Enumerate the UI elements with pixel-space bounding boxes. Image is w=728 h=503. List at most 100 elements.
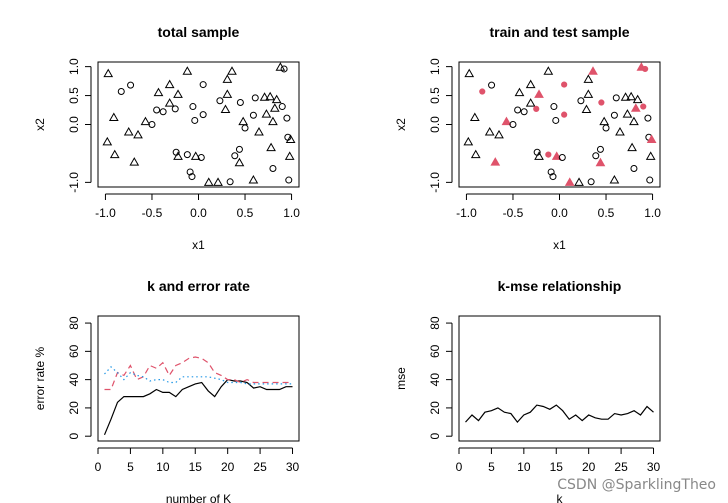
data-point-circle [226, 178, 234, 186]
data-point-triangle [525, 79, 536, 89]
x-tick-label: 15 [189, 460, 203, 474]
chart-title: k-mse relationship [498, 278, 622, 294]
data-point-triangle [543, 66, 554, 75]
data-point-triangle [222, 89, 233, 98]
data-point-triangle [259, 92, 270, 101]
plot-frame [458, 315, 661, 442]
data-point-circle [148, 121, 156, 128]
data-point-circle [514, 106, 522, 114]
data-point-triangle [599, 116, 610, 126]
test-point-triangle [630, 103, 641, 112]
data-point-triangle [583, 89, 594, 98]
data-point-triangle [108, 112, 119, 122]
data-point-circle [241, 124, 249, 132]
data-point-circle [549, 173, 557, 181]
data-point-triangle [182, 66, 193, 75]
test-point-circle [533, 105, 540, 112]
data-point-circle [188, 173, 196, 181]
y-tick-label: -1.0 [67, 172, 81, 193]
data-point-circle [550, 103, 558, 111]
y-tick-label: 0.0 [428, 116, 442, 133]
test-point-triangle [646, 134, 657, 144]
chart-title: k and error rate [147, 278, 250, 294]
data-point-circle [171, 105, 179, 113]
data-point-circle [278, 103, 286, 111]
data-point-triangle [140, 116, 151, 126]
data-point-triangle [626, 91, 637, 101]
data-point-circle [552, 116, 560, 124]
x-tick-label: 0.5 [598, 206, 615, 220]
x-tick-label: 5 [488, 460, 495, 474]
data-point-triangle [153, 87, 164, 97]
y-tick-label: 80 [67, 316, 81, 330]
data-point-triangle [109, 149, 120, 159]
data-point-triangle [164, 98, 175, 107]
test-point-triangle [564, 177, 575, 186]
test-point-circle [642, 65, 649, 73]
data-point-triangle [583, 74, 594, 83]
test-point-circle [479, 88, 486, 95]
x-tick-label: 0 [456, 460, 463, 474]
data-point-triangle [581, 104, 592, 113]
data-point-circle [488, 81, 496, 89]
data-point-circle [236, 99, 244, 107]
test-point-triangle [595, 157, 606, 167]
test-point-circle [545, 151, 552, 158]
data-point-circle [587, 178, 595, 186]
x-tick-label: -0.5 [142, 206, 163, 220]
x-axis-label: x1 [192, 238, 205, 252]
data-point-triangle [268, 116, 278, 126]
data-point-triangle [129, 157, 140, 166]
series-line-pink-dashed [104, 356, 293, 391]
test-point-circle [561, 111, 568, 118]
data-point-triangle [213, 177, 223, 186]
data-point-triangle [525, 98, 536, 107]
data-point-triangle [190, 151, 201, 160]
x-tick-label: 20 [221, 460, 235, 474]
data-point-triangle [164, 79, 175, 89]
data-point-triangle [133, 129, 143, 139]
data-point-circle [197, 153, 205, 161]
data-point-triangle [622, 109, 633, 118]
data-point-triangle [464, 68, 475, 78]
watermark: CSDN @SparklingTheo [557, 477, 716, 493]
data-point-triangle [261, 109, 272, 118]
data-point-triangle [645, 151, 656, 160]
x-tick-label: 10 [156, 460, 170, 474]
data-point-triangle [222, 74, 233, 83]
data-point-triangle [269, 103, 280, 112]
data-point-triangle [627, 142, 637, 152]
data-point-triangle [203, 177, 214, 186]
y-tick-label: 0.5 [67, 87, 81, 104]
x-tick-label: 1.0 [644, 206, 661, 220]
y-tick-label: -1.0 [428, 172, 442, 193]
data-point-triangle [248, 175, 259, 184]
plot-frame [97, 61, 300, 188]
data-point-circle [285, 176, 293, 184]
y-tick-label: 20 [428, 401, 442, 415]
data-point-triangle [102, 136, 113, 146]
x-tick-label: 0.0 [190, 206, 207, 220]
data-point-circle [610, 111, 618, 119]
data-point-circle [235, 145, 243, 153]
x-tick-label: -1.0 [456, 206, 477, 220]
x-tick-label: 25 [253, 460, 267, 474]
data-point-triangle [494, 129, 504, 139]
data-point-circle [630, 164, 638, 172]
panel-k-error-rate: k and error rate number of K error rate … [33, 278, 300, 503]
data-point-circle [186, 168, 194, 176]
plot-frame [97, 315, 300, 442]
y-tick-label: 0 [428, 433, 442, 440]
test-point-triangle [551, 151, 562, 160]
series-line-teal-dotted [104, 366, 293, 385]
x-tick-label: -1.0 [95, 206, 116, 220]
x-tick-label: 10 [517, 460, 531, 474]
y-tick-label: 1.0 [428, 58, 442, 75]
data-point-circle [602, 124, 610, 132]
data-point-circle [596, 145, 604, 153]
x-tick-label: 25 [614, 460, 628, 474]
data-point-circle [249, 111, 257, 119]
x-tick-label: 0.0 [551, 206, 568, 220]
chart-title: total sample [158, 24, 240, 40]
data-point-triangle [285, 134, 296, 144]
